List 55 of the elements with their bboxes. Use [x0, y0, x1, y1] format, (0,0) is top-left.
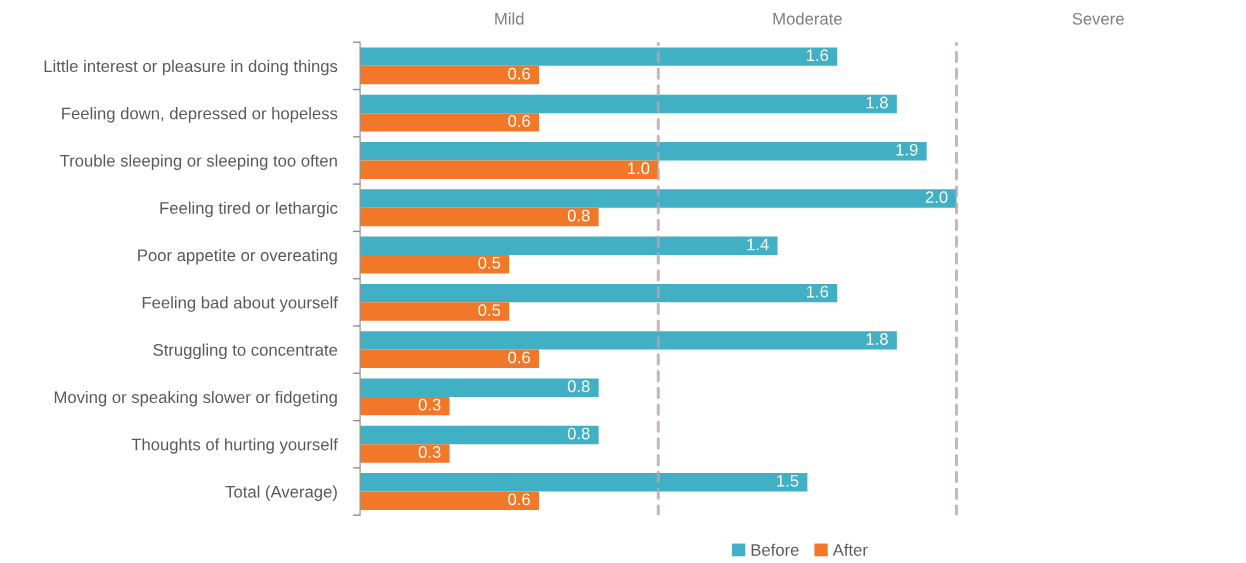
legend-label: Before — [751, 543, 799, 556]
bar — [360, 396, 450, 416]
y-tick-label: Struggling to concentrate — [153, 343, 338, 360]
data-label: 1.0 — [628, 162, 650, 175]
y-tick-label: Poor appetite or overeating — [138, 249, 337, 265]
data-label: 0.6 — [508, 115, 530, 127]
bar — [360, 47, 838, 66]
bar — [360, 349, 540, 369]
data-label: 1.8 — [866, 333, 888, 345]
bar — [360, 113, 540, 132]
bar — [360, 142, 927, 161]
bar — [360, 302, 510, 321]
bar — [360, 207, 599, 227]
y-tick-label: Total (Average) — [225, 485, 337, 501]
data-label: 2.0 — [925, 191, 948, 203]
data-label: 1.6 — [806, 49, 829, 62]
data-label: 0.5 — [478, 304, 501, 317]
y-tick-label: Feeling down, depressed or hopeless — [62, 107, 338, 123]
y-tick-label: Moving or speaking slower or fidgeting — [54, 390, 337, 407]
bar — [360, 425, 599, 445]
y-tick-label: Little interest or pleasure in doing things — [44, 59, 338, 76]
data-label: 0.6 — [508, 493, 530, 506]
text: Moderate — [773, 12, 842, 25]
data-label: 0.8 — [567, 209, 590, 222]
data-label: 1.6 — [806, 285, 829, 298]
bar — [360, 473, 808, 492]
data-label: 0.6 — [508, 351, 530, 364]
text: Mild — [495, 12, 524, 25]
y-tick-label: Feeling bad about yourself — [142, 296, 338, 312]
data-label: 0.3 — [418, 446, 441, 458]
bar — [360, 378, 599, 397]
y-tick-label: Feeling tired or lethargic — [160, 201, 338, 218]
bar — [360, 236, 778, 256]
data-label: 0.8 — [567, 380, 590, 393]
bar — [360, 255, 510, 274]
data-label: 0.8 — [567, 427, 590, 440]
data-label: 1.4 — [747, 238, 769, 251]
bar — [360, 444, 450, 463]
data-label: 1.8 — [866, 96, 888, 109]
y-tick-label: Trouble sleeping or sleeping too often — [60, 154, 337, 170]
bar — [360, 189, 957, 208]
bar — [360, 65, 540, 85]
text: Severe — [1072, 12, 1124, 25]
bar — [360, 283, 838, 303]
data-label: 0.5 — [478, 256, 501, 269]
y-tick-label: Thoughts of hurting yourself — [131, 438, 338, 454]
data-label: 0.6 — [508, 67, 530, 80]
data-label: 0.3 — [418, 398, 441, 411]
bar — [360, 160, 659, 179]
bar — [360, 491, 540, 510]
data-label: 1.5 — [777, 475, 799, 487]
bar — [360, 331, 897, 350]
data-label: 1.9 — [896, 143, 918, 156]
bar — [360, 94, 897, 114]
legend-label: After — [832, 543, 868, 556]
